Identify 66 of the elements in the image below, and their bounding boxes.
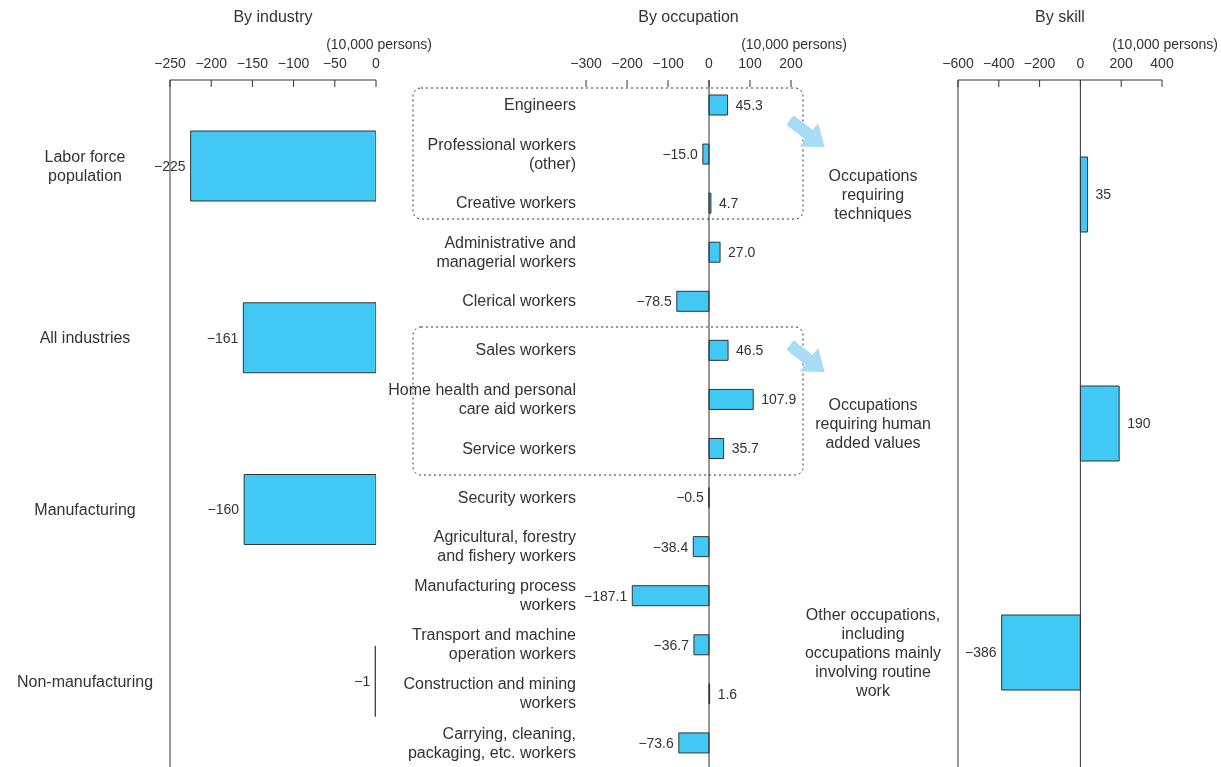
data-label: −78.5 (636, 293, 673, 310)
x-tick-label: 400 (1150, 55, 1174, 71)
x-tick-label: 100 (738, 55, 762, 71)
x-tick-label: −300 (570, 55, 602, 71)
data-label: −225 (154, 157, 186, 174)
data-label: −36.7 (653, 636, 690, 653)
x-tick-label: 0 (372, 55, 381, 71)
data-label: 4.7 (718, 195, 739, 212)
y-tick-label: Carrying, cleaning, packaging, etc. workers (407, 724, 576, 761)
data-label: 35 (1095, 186, 1112, 203)
x-tick-label: −100 (277, 55, 310, 71)
y-tick-label: Transport and machine operation workers (412, 626, 577, 663)
x-tick-label: −50 (322, 55, 347, 71)
x-axis-title: (10,000 persons) (325, 36, 432, 52)
y-tick-label: Manufacturing process workers (414, 577, 576, 614)
data-label: −386 (965, 644, 997, 661)
x-tick-label: −600 (942, 55, 974, 71)
x-tick-label: −200 (195, 55, 228, 71)
y-tick-label: Clerical workers (462, 292, 576, 310)
y-tick-label: Other occupations, including occupations mainly involving routine work (804, 606, 942, 700)
data-label: −38.4 (652, 538, 689, 555)
x-tick-label: −200 (611, 55, 643, 71)
x-tick-label: −100 (652, 55, 684, 71)
y-tick-label: Labor force population (44, 147, 126, 184)
y-tick-label: Creative workers (455, 194, 576, 212)
y-tick-label: Administrative and managerial workers (436, 233, 576, 270)
data-label: −1 (354, 673, 371, 690)
y-tick-label: Non-manufacturing (16, 672, 154, 690)
data-label: −187.1 (584, 587, 628, 604)
y-tick-label: Engineers (503, 96, 576, 114)
data-label: 35.7 (731, 440, 760, 457)
data-label: 27.0 (728, 244, 756, 261)
x-axis-title: (10,000 persons) (741, 36, 847, 52)
data-label: −161 (206, 329, 239, 346)
data-label: −15.0 (662, 145, 699, 162)
data-label: −160 (207, 501, 240, 518)
x-tick-label: 200 (779, 55, 803, 71)
y-tick-label: Agricultural, forestry and fishery workers (433, 528, 576, 565)
y-tick-label: Construction and mining workers (403, 675, 576, 712)
y-tick-label: Occupations requiring human added values (815, 396, 931, 452)
x-axis-title: (10,000 persons) (1112, 36, 1218, 52)
y-tick-label: Professional workers (other) (427, 135, 576, 172)
y-tick-label: Occupations requiring techniques (828, 167, 918, 223)
y-tick-label: Security workers (457, 488, 576, 506)
chart-title: By occupation (637, 8, 740, 26)
y-tick-label: Sales workers (475, 341, 576, 359)
x-tick-label: −400 (983, 55, 1015, 71)
x-tick-label: −200 (1023, 55, 1056, 71)
chart-title: By skill (1034, 8, 1086, 26)
data-label: −73.6 (638, 734, 675, 751)
x-tick-label: −250 (154, 55, 186, 71)
data-label: 1.6 (717, 685, 738, 702)
chart-title: By industry (232, 8, 314, 26)
x-tick-label: 0 (705, 55, 714, 71)
data-label: −0.5 (676, 489, 705, 506)
data-label: 190 (1127, 415, 1151, 432)
x-tick-label: −150 (236, 55, 269, 71)
x-tick-label: 200 (1109, 55, 1134, 71)
y-tick-label: Manufacturing (34, 500, 136, 518)
y-tick-label: All industries (39, 329, 131, 347)
x-tick-label: 0 (1076, 55, 1085, 71)
data-label: 107.9 (761, 391, 797, 408)
data-label: 45.3 (735, 96, 764, 113)
data-label: 46.5 (736, 342, 764, 359)
y-tick-label: Home health and personal care aid workers (388, 381, 576, 418)
y-tick-label: Service workers (462, 439, 576, 457)
